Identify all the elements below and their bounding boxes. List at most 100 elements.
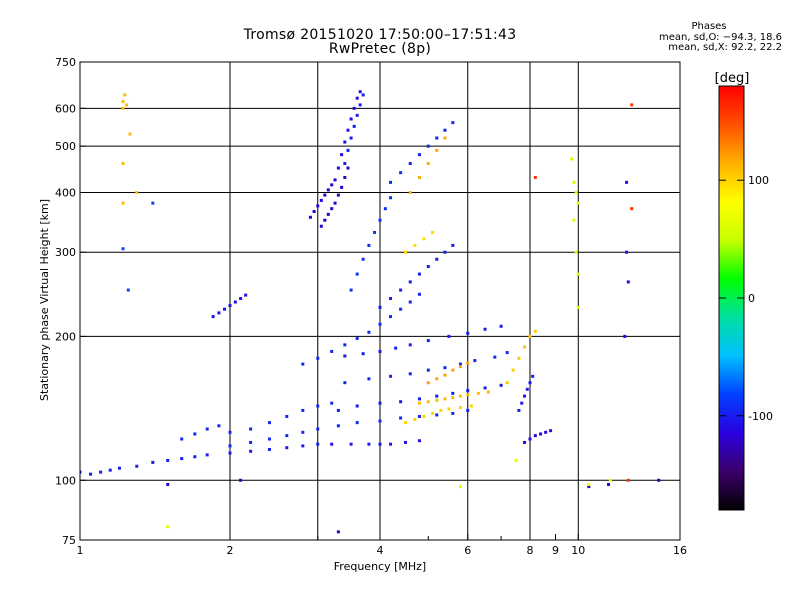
data-point [399, 288, 403, 292]
data-point [228, 430, 232, 434]
data-point [447, 407, 451, 411]
data-point [607, 482, 611, 486]
data-point [355, 96, 359, 100]
data-point [531, 374, 535, 378]
data-point [193, 455, 197, 459]
data-point [301, 430, 305, 434]
data-points [80, 90, 661, 534]
data-point [319, 224, 323, 228]
data-point [422, 237, 426, 241]
x-tick-label: 6 [464, 544, 471, 557]
data-point [447, 334, 451, 338]
data-point [483, 327, 487, 331]
data-point [408, 300, 412, 304]
data-point [417, 414, 421, 418]
data-point [443, 250, 447, 254]
data-point [626, 280, 630, 284]
data-point [431, 411, 435, 415]
data-point [349, 117, 353, 121]
data-point [121, 100, 125, 104]
data-point [403, 421, 407, 425]
colorbar-tick-label: 0 [748, 292, 755, 305]
data-point [355, 113, 359, 117]
data-point [505, 381, 509, 385]
data-point [574, 190, 578, 194]
data-point [180, 457, 184, 461]
data-point [408, 190, 412, 194]
data-point [417, 292, 421, 296]
data-point [285, 446, 289, 450]
data-point [469, 404, 473, 408]
data-point [316, 427, 320, 431]
data-point [312, 210, 316, 214]
data-point [451, 121, 455, 125]
data-point [80, 470, 82, 474]
data-point [572, 180, 576, 184]
colorbar-tick-label: 100 [748, 174, 769, 187]
x-axis-label: Frequency [MHz] [334, 560, 426, 573]
data-point [343, 161, 347, 165]
data-point [451, 395, 455, 399]
colorbar-label: [deg] [715, 71, 750, 86]
data-point [466, 389, 470, 393]
data-point [343, 140, 347, 144]
data-point [355, 336, 359, 340]
data-point [486, 390, 490, 394]
data-point [330, 442, 334, 446]
data-point [517, 408, 521, 412]
data-point [389, 297, 393, 301]
data-point [623, 334, 627, 338]
data-point [249, 440, 253, 444]
data-point [346, 128, 350, 132]
data-point [121, 106, 125, 110]
data-point [378, 349, 382, 353]
y-tick-label: 600 [55, 102, 76, 115]
data-point [361, 257, 365, 261]
data-point [574, 250, 578, 254]
data-point [267, 437, 271, 441]
data-point [343, 354, 347, 358]
data-point [326, 188, 330, 192]
data-point [336, 166, 340, 170]
data-point [285, 414, 289, 418]
data-point [333, 178, 337, 182]
data-point [316, 356, 320, 360]
data-point [389, 180, 393, 184]
chart-subtitle: RwPretec (8p) [328, 41, 432, 57]
data-point [126, 288, 130, 292]
data-point [435, 148, 439, 152]
data-point [408, 161, 412, 165]
data-point [426, 339, 430, 343]
y-tick-label: 200 [55, 330, 76, 343]
data-point [544, 430, 548, 434]
data-point [355, 404, 359, 408]
data-point [336, 424, 340, 428]
data-point [466, 361, 470, 365]
data-point [533, 329, 537, 333]
data-point [443, 128, 447, 132]
data-point [346, 166, 350, 170]
data-point [355, 421, 359, 425]
data-point [426, 161, 430, 165]
data-point [121, 247, 125, 251]
data-point [417, 439, 421, 443]
data-point [323, 218, 327, 222]
data-point [473, 359, 477, 363]
data-point [378, 442, 382, 446]
y-axis-ticks: 75 100 200 300 400 500 600 750 [55, 56, 86, 547]
data-point [435, 394, 439, 398]
data-point [343, 343, 347, 347]
data-point [493, 355, 497, 359]
data-point [239, 297, 243, 301]
data-point [99, 470, 103, 474]
data-point [166, 525, 170, 529]
data-point [514, 458, 518, 462]
data-point [373, 230, 377, 234]
data-point [217, 311, 221, 315]
data-point [125, 103, 129, 107]
data-point [121, 161, 125, 165]
data-point [435, 136, 439, 140]
data-point [466, 408, 470, 412]
data-point [249, 449, 253, 453]
data-point [399, 171, 403, 175]
